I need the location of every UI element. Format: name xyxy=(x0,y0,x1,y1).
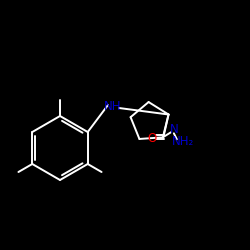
Text: NH: NH xyxy=(104,100,122,114)
Text: O: O xyxy=(147,132,156,145)
Text: N: N xyxy=(170,123,178,136)
Text: NH₂: NH₂ xyxy=(172,135,194,148)
